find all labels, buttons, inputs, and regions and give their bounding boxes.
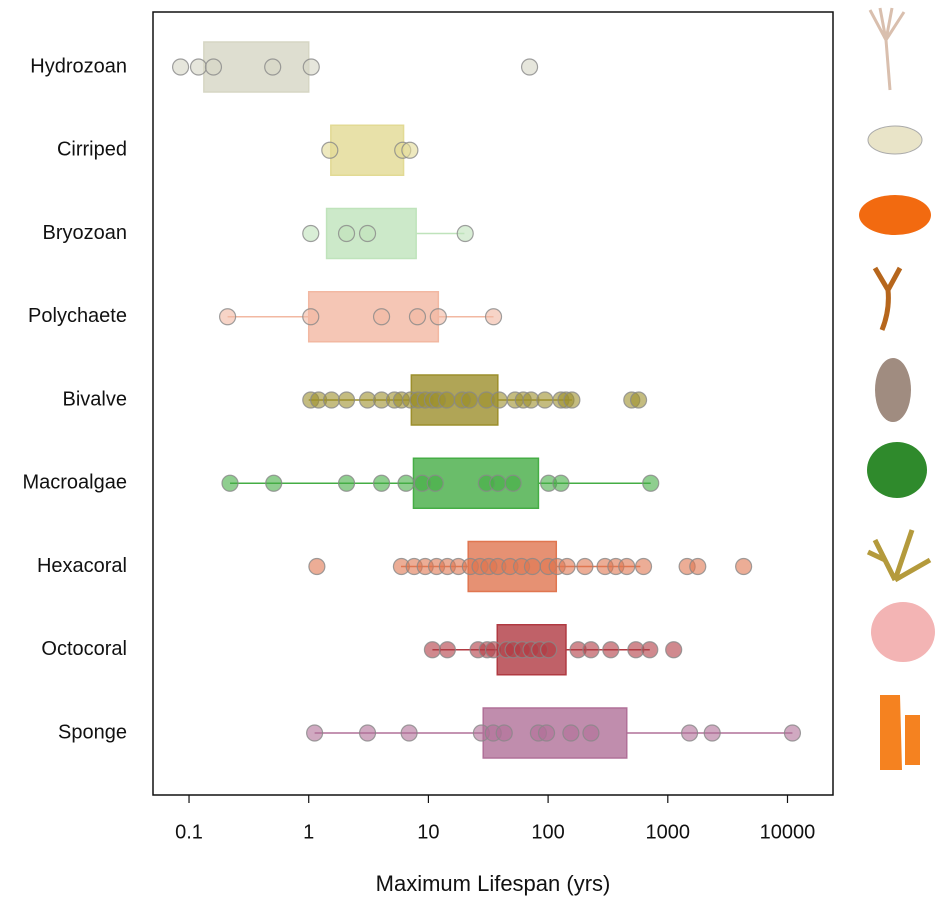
data-point	[602, 641, 620, 659]
sponge-icon	[880, 695, 920, 770]
data-point	[665, 641, 683, 659]
data-point	[337, 224, 356, 243]
y-tick-label: Polychaete	[28, 305, 127, 327]
data-point	[400, 724, 418, 742]
icons	[859, 7, 935, 770]
data-point	[735, 557, 753, 576]
data-point	[358, 224, 377, 243]
data-point	[189, 58, 208, 76]
y-tick-label: Bivalve	[63, 388, 127, 410]
data-point	[634, 557, 653, 576]
data-point	[703, 724, 721, 742]
data-point	[641, 641, 659, 659]
data-point	[221, 474, 239, 492]
data-point	[302, 58, 320, 76]
data-point	[563, 391, 581, 409]
octocoral-icon	[871, 602, 935, 662]
data-point	[265, 474, 283, 492]
data-point	[484, 308, 503, 326]
y-tick-label: Hydrozoan	[30, 55, 127, 77]
data-point	[582, 641, 600, 659]
data-point	[582, 724, 600, 742]
y-tick-label: Octocoral	[41, 638, 127, 660]
cirriped-icon	[867, 125, 923, 155]
hexacoral-icon	[866, 529, 932, 583]
data-point	[629, 391, 648, 409]
data-point	[306, 724, 324, 742]
data-point	[460, 391, 479, 409]
data-point	[372, 474, 391, 492]
data-point	[489, 474, 507, 492]
data-point	[520, 58, 539, 76]
data-point	[429, 308, 447, 326]
data-point	[218, 308, 237, 326]
macroalgae-icon	[867, 442, 927, 498]
data-point	[552, 474, 570, 492]
data-point	[438, 641, 456, 659]
box	[330, 124, 405, 176]
data-point	[523, 557, 542, 576]
data-point	[642, 474, 660, 492]
y-tick-label: Bryozoan	[43, 222, 128, 244]
x-tick-label: 0.1	[175, 821, 203, 843]
data-point	[302, 308, 320, 326]
data-point	[322, 391, 341, 409]
hydrozoan-icon	[868, 7, 906, 91]
data-point	[536, 391, 554, 409]
data-point	[504, 474, 522, 492]
bryozoan-icon	[859, 195, 931, 235]
data-point	[490, 391, 508, 409]
data-point	[495, 724, 513, 742]
x-tick-label: 10	[417, 821, 439, 843]
data-point	[438, 391, 456, 409]
data-point	[456, 224, 474, 243]
data-point	[321, 141, 339, 159]
data-point	[204, 58, 223, 76]
data-point	[426, 474, 444, 492]
y-tick-label: Cirriped	[57, 139, 127, 161]
x-tick-label: 1000	[646, 821, 691, 843]
data-point	[558, 557, 576, 576]
data-point	[308, 557, 326, 576]
data-point	[689, 557, 707, 576]
data-point	[358, 724, 377, 742]
x-axis-label: Maximum Lifespan (yrs)	[376, 871, 611, 896]
x-tick-label: 10000	[760, 821, 816, 843]
data-point	[562, 724, 580, 742]
data-point	[537, 724, 556, 742]
data-point	[576, 557, 594, 576]
data-point	[337, 391, 356, 409]
data-point	[680, 724, 699, 742]
x-tick-label: 1	[303, 821, 314, 843]
data-point	[372, 308, 391, 326]
x-tick-label: 100	[531, 821, 564, 843]
data-point	[408, 308, 427, 326]
bivalve-icon	[875, 358, 911, 422]
data-point	[618, 557, 636, 576]
plot-frame	[152, 11, 834, 796]
data-point	[397, 474, 415, 492]
y-tick-label: Macroalgae	[22, 472, 127, 494]
data-point	[337, 474, 356, 492]
data-point	[423, 641, 442, 659]
y-tick-label: Hexacoral	[37, 555, 127, 577]
data-point	[540, 641, 558, 659]
data-point	[783, 724, 802, 742]
data-point	[171, 58, 190, 76]
data-point	[401, 141, 419, 159]
y-tick-label: Sponge	[58, 721, 127, 743]
data-point	[302, 224, 320, 243]
polychaete-icon	[872, 266, 903, 331]
data-point	[264, 58, 282, 76]
